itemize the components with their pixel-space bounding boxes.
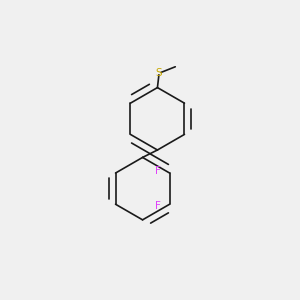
Text: F: F: [155, 201, 161, 211]
Text: S: S: [156, 68, 162, 78]
Text: F: F: [155, 166, 161, 176]
